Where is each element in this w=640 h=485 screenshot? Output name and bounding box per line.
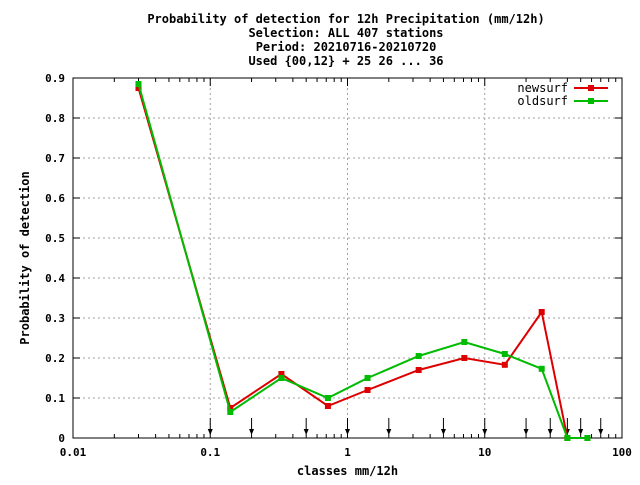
- data-point-oldsurf: [501, 351, 508, 357]
- data-point-newsurf: [364, 387, 371, 393]
- y-tick-label: 0.4: [45, 272, 65, 285]
- legend-marker: [588, 85, 594, 91]
- y-tick-label: 0.7: [45, 152, 65, 165]
- x-tick-label: 10: [478, 446, 491, 459]
- legend-label: newsurf: [517, 81, 568, 95]
- y-tick-label: 0.5: [45, 232, 65, 245]
- data-point-oldsurf: [461, 339, 468, 345]
- data-point-oldsurf: [227, 409, 234, 415]
- data-point-oldsurf: [564, 435, 571, 441]
- data-point-oldsurf: [584, 435, 591, 441]
- y-tick-label: 0.9: [45, 72, 65, 85]
- y-tick-label: 0.1: [45, 392, 65, 405]
- data-point-newsurf: [415, 367, 422, 373]
- chart-title-line: Selection: ALL 407 stations: [248, 26, 443, 40]
- class-limit-arrowhead: [578, 429, 584, 435]
- chart-title-line: Probability of detection for 12h Precipi…: [147, 12, 544, 26]
- y-tick-label: 0.8: [45, 112, 65, 125]
- data-point-newsurf: [227, 405, 234, 411]
- x-tick-label: 0.01: [60, 446, 87, 459]
- data-point-oldsurf: [538, 365, 545, 372]
- class-limit-arrowhead: [386, 429, 392, 435]
- x-tick-label: 1: [344, 446, 351, 459]
- y-tick-label: 0.3: [45, 312, 65, 325]
- data-point-oldsurf: [278, 375, 285, 381]
- data-point-oldsurf: [324, 395, 331, 401]
- class-limit-arrowhead: [523, 429, 529, 435]
- chart-title-line: Used {00,12} + 25 26 ... 36: [248, 54, 443, 68]
- data-point-oldsurf: [135, 81, 142, 87]
- y-axis-label: Probability of detection: [18, 171, 32, 344]
- data-point-newsurf: [324, 403, 331, 409]
- series-line-oldsurf: [137, 83, 588, 439]
- data-point-oldsurf: [364, 375, 371, 381]
- data-point-newsurf: [538, 309, 545, 315]
- y-tick-label: 0.2: [45, 352, 65, 365]
- data-point-newsurf: [461, 355, 468, 361]
- legend-marker: [588, 98, 594, 104]
- class-limit-arrowhead: [303, 429, 309, 435]
- chart-title-line: Period: 20210716-20210720: [256, 40, 437, 54]
- legend-label: oldsurf: [517, 94, 568, 108]
- class-limit-arrowhead: [345, 429, 350, 435]
- class-limit-arrowhead: [598, 429, 604, 435]
- x-tick-label: 0.1: [200, 446, 220, 459]
- y-tick-label: 0.6: [45, 192, 65, 205]
- data-point-newsurf: [278, 371, 285, 377]
- class-limit-arrowhead: [207, 429, 213, 435]
- data-point-newsurf: [501, 361, 508, 368]
- x-tick-label: 100: [612, 446, 632, 459]
- data-point-newsurf: [135, 85, 142, 91]
- plot-border: [72, 77, 623, 439]
- x-axis-label: classes mm/12h: [297, 464, 398, 478]
- y-tick-label: 0: [58, 432, 65, 445]
- data-point-oldsurf: [415, 353, 422, 359]
- class-limit-arrowhead: [547, 429, 553, 435]
- class-limit-arrowhead: [440, 429, 446, 435]
- class-limit-arrowhead: [249, 429, 255, 435]
- class-limit-arrowhead: [482, 429, 488, 435]
- series-line-newsurf: [137, 87, 588, 439]
